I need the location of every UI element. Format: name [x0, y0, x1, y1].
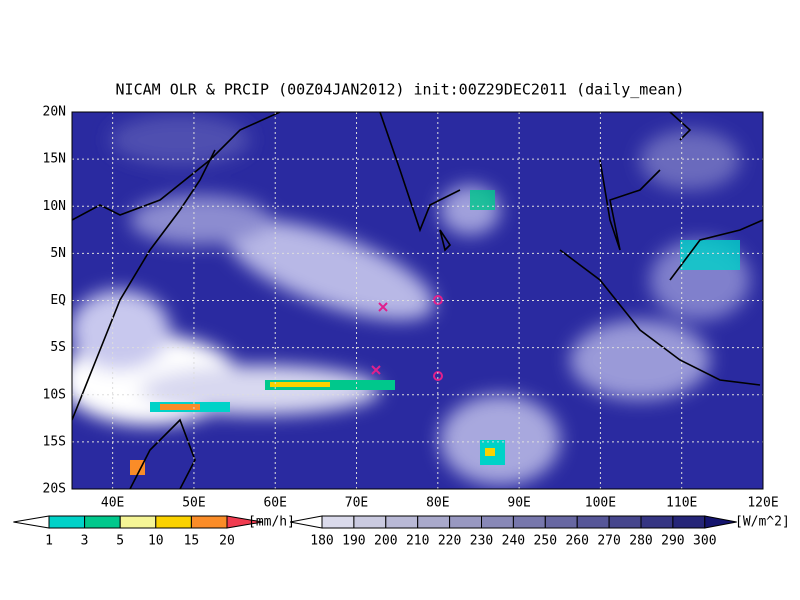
colorbar-swatch	[190, 515, 228, 529]
colorbar-label: 300	[693, 534, 716, 549]
colorbar-label: 260	[565, 534, 588, 549]
colorbar-swatch	[576, 515, 610, 529]
lat-label: 5N	[50, 246, 66, 261]
lon-label: 50E	[182, 496, 205, 511]
colorbar-swatch	[672, 515, 706, 529]
lon-label: 60E	[263, 496, 286, 511]
coastlines	[72, 112, 763, 489]
colorbar-label: 270	[597, 534, 620, 549]
lon-label: 110E	[666, 496, 697, 511]
colorbar-swatch	[84, 515, 121, 529]
colorbar-end	[13, 515, 50, 529]
colorbar-label: 1	[45, 534, 53, 549]
colorbar-end	[704, 515, 737, 529]
colorbar-swatch	[481, 515, 514, 529]
colorbar-label: 290	[661, 534, 684, 549]
rain-cells	[130, 190, 740, 475]
colorbar-label: 5	[116, 534, 124, 549]
lat-label: 10N	[43, 199, 66, 214]
colorbar-label: 10	[148, 534, 164, 549]
colorbar-swatch	[640, 515, 674, 529]
lat-label: 20S	[43, 482, 66, 497]
lon-label: 40E	[101, 496, 124, 511]
colorbar-swatch	[155, 515, 192, 529]
colorbar-swatch	[417, 515, 451, 529]
lat-label: 15N	[43, 152, 66, 167]
map	[72, 112, 763, 489]
colorbar-label: 200	[374, 534, 397, 549]
title: NICAM OLR & PRCIP (00Z04JAN2012) init:00…	[116, 81, 685, 99]
colorbar-label: 3	[81, 534, 89, 549]
map-frame	[71, 111, 764, 490]
colorbar-swatch	[544, 515, 578, 529]
colorbar-swatch	[321, 515, 355, 529]
colorbar-label: 280	[629, 534, 652, 549]
lon-label: 120E	[747, 496, 778, 511]
lat-label: EQ	[50, 293, 66, 308]
colorbar-label: 15	[184, 534, 200, 549]
colorbar-end	[226, 515, 263, 529]
colorbar-swatch	[385, 515, 419, 529]
colorbar-label: 240	[502, 534, 525, 549]
colorbar-label: 180	[310, 534, 333, 549]
colorbar-label: 210	[406, 534, 429, 549]
colorbar-swatch	[353, 515, 387, 529]
colorbar-unit: [mm/h]	[248, 515, 295, 530]
colorbar-swatch	[449, 515, 483, 529]
colorbar-label: 220	[438, 534, 461, 549]
lon-label: 90E	[507, 496, 530, 511]
colorbar-label: 20	[219, 534, 235, 549]
lon-label: 70E	[345, 496, 368, 511]
lon-label: 100E	[585, 496, 616, 511]
lat-label: 15S	[43, 434, 66, 449]
colorbar-swatch	[48, 515, 86, 529]
lat-label: 10S	[43, 387, 66, 402]
colorbar-label: 190	[342, 534, 365, 549]
colorbar-label: 250	[534, 534, 557, 549]
lon-label: 80E	[426, 496, 449, 511]
lat-label: 5S	[50, 340, 66, 355]
colorbar-label: 230	[470, 534, 493, 549]
lat-label: 20N	[43, 105, 66, 120]
colorbar-swatch	[119, 515, 157, 529]
colorbar-swatch	[512, 515, 546, 529]
colorbar-swatch	[608, 515, 642, 529]
colorbar-unit: [W/m^2]	[735, 515, 790, 530]
